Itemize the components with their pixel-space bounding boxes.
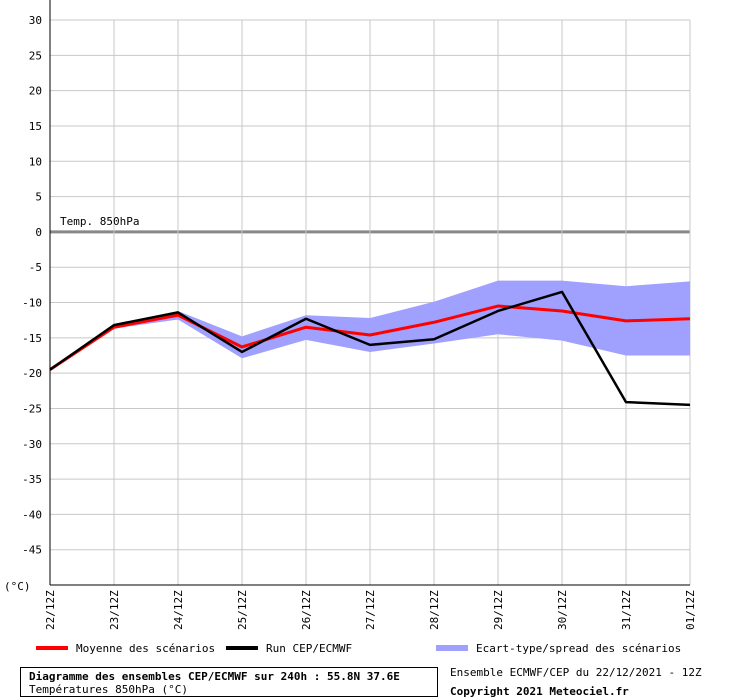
y-tick-label: -15 — [22, 332, 42, 345]
series-layer — [49, 290, 691, 407]
axes — [49, 0, 690, 586]
y-tick-label: 15 — [29, 120, 42, 133]
y-tick-label: -40 — [22, 508, 42, 521]
y-tick-label: 5 — [35, 191, 42, 204]
x-tick-label: 28/12Z — [428, 590, 441, 630]
info-subtitle: Températures 850hPa (°C) — [29, 683, 188, 696]
unit-label: (°C) — [4, 580, 31, 593]
y-tick-label: -10 — [22, 297, 42, 310]
spread-band-layer — [50, 280, 690, 370]
legend-run-swatch — [226, 646, 258, 650]
y-tick-label: -25 — [22, 402, 42, 415]
legend-mean-swatch — [36, 646, 68, 650]
y-tick-label: -35 — [22, 473, 42, 486]
legend-spread-swatch — [436, 645, 468, 651]
x-tick-label: 31/12Z — [620, 590, 633, 630]
info-title: Diagramme des ensembles CEP/ECMWF sur 24… — [29, 670, 400, 683]
y-tick-label: 20 — [29, 85, 42, 98]
y-tick-label: 10 — [29, 155, 42, 168]
y-tick-label: -45 — [22, 544, 42, 557]
legend-mean-label: Moyenne des scénarios — [76, 641, 216, 655]
source-label: Ensemble ECMWF/CEP du 22/12/2021 - 12Z — [450, 666, 702, 679]
y-tick-label: 0 — [35, 226, 42, 239]
y-tick-label: -5 — [29, 261, 42, 274]
x-tick-label: 29/12Z — [492, 590, 505, 630]
y-tick-labels: 30 25 20 15 10 5 0 -5 -10 -15 -20 -25 -30 -35 -40 -45 — [22, 14, 42, 557]
y-tick-label: -30 — [22, 438, 42, 451]
info-box: Diagramme des ensembles CEP/ECMWF sur 24… — [20, 667, 438, 697]
x-tick-label: 22/12Z — [44, 590, 57, 630]
legend-run-label: Run CEP/ECMWF — [266, 641, 353, 655]
legend-spread: Ecart-type/spread des scénarios — [436, 641, 681, 655]
legend-mean: Moyenne des scénarios — [36, 641, 215, 655]
copyright-label: Copyright 2021 Meteociel.fr — [450, 685, 629, 698]
x-tick-label: 01/12Z — [684, 590, 697, 630]
x-tick-label: 23/12Z — [108, 590, 121, 630]
x-tick-labels: 22/12Z 23/12Z 24/12Z 25/12Z 26/12Z 27/12Z 28/1… — [44, 590, 697, 630]
inner-variable-label: Temp. 850hPa — [60, 215, 139, 228]
x-tick-label: 27/12Z — [364, 590, 377, 630]
legend-run: Run CEP/ECMWF — [226, 641, 352, 655]
run-series-line — [49, 290, 691, 407]
x-tick-label: 26/12Z — [300, 590, 313, 630]
ensemble-chart: 30 25 20 15 10 5 0 -5 -10 -15 -20 -25 -30 -35 -40 -45 2… — [4, 0, 697, 630]
x-tick-label: 25/12Z — [236, 590, 249, 630]
mean-series-line — [49, 304, 691, 371]
spread-band — [50, 280, 690, 370]
y-tick-label: 30 — [29, 14, 42, 27]
legend-spread-label: Ecart-type/spread des scénarios — [476, 641, 682, 655]
y-tick-label: 25 — [29, 49, 42, 62]
x-tick-label: 30/12Z — [556, 590, 569, 630]
x-tick-label: 24/12Z — [172, 590, 185, 630]
y-tick-label: -20 — [22, 367, 42, 380]
